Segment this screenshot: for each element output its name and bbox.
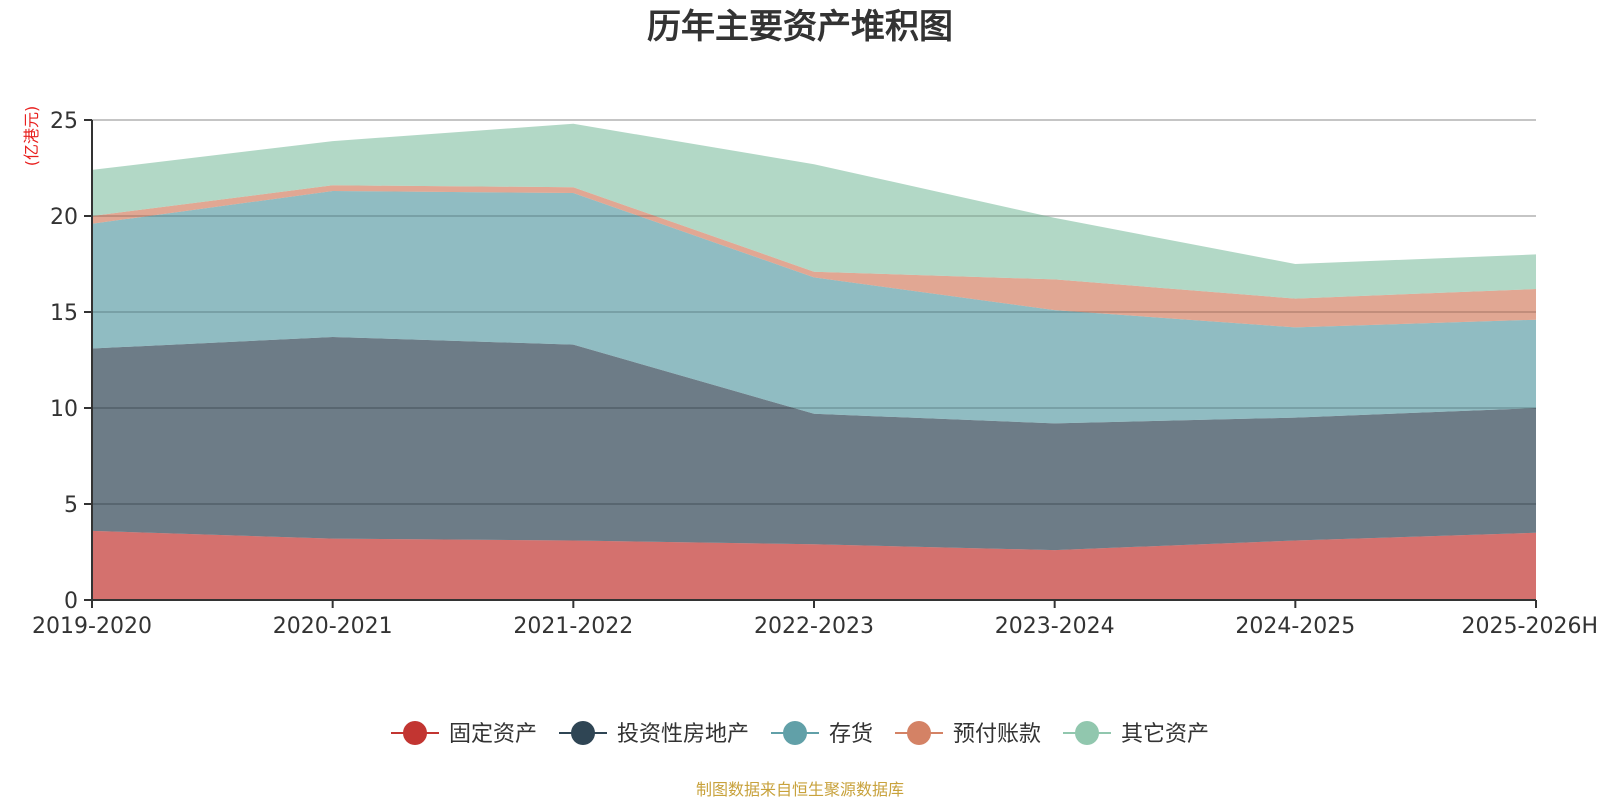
x-tick-label: 2020-2021	[273, 614, 393, 639]
legend-item-投资性房地产[interactable]: 投资性房地产	[559, 721, 749, 747]
area-存货	[92, 191, 1536, 424]
area-投资性房地产	[92, 337, 1536, 551]
legend-label: 存货	[829, 722, 873, 747]
area-预付账款	[92, 185, 1536, 328]
legend-item-预付账款[interactable]: 预付账款	[895, 721, 1041, 747]
legend-item-其它资产[interactable]: 其它资产	[1063, 721, 1209, 747]
legend-marker	[907, 721, 931, 745]
area-其它资产	[92, 123, 1536, 299]
legend-item-固定资产[interactable]: 固定资产	[391, 721, 537, 747]
y-tick-label: 0	[64, 589, 78, 614]
y-tick-label: 5	[64, 493, 78, 518]
x-tick-label: 2025-2026H	[1462, 614, 1598, 639]
area-固定资产	[92, 530, 1536, 600]
y-tick-label: 20	[50, 205, 78, 230]
y-tick-label: 10	[50, 397, 78, 422]
legend-label: 投资性房地产	[617, 722, 749, 747]
x-tick-label: 2022-2023	[754, 614, 874, 639]
legend-label: 预付账款	[953, 722, 1041, 747]
x-tick-label: 2024-2025	[1235, 614, 1355, 639]
legend-label: 固定资产	[449, 722, 537, 747]
y-tick-label: 25	[50, 109, 78, 134]
legend-marker	[783, 721, 807, 745]
chart-title: 历年主要资产堆积图	[647, 7, 953, 47]
legend-marker	[403, 721, 427, 745]
source-note: 制图数据来自恒生聚源数据库	[696, 780, 904, 799]
legend-label: 其它资产	[1121, 722, 1209, 747]
x-tick-label: 2019-2020	[32, 614, 152, 639]
y-tick-label: 15	[50, 301, 78, 326]
y-axis-unit-label: (亿港元)	[22, 106, 41, 167]
legend[interactable]: 固定资产 投资性房地产 存货 预付账款 其它资产	[391, 721, 1209, 747]
axes: 0 5 10 15 20 25 2019-2020 2020-2021 2021-2022 202…	[32, 109, 1598, 639]
x-tick-label: 2023-2024	[995, 614, 1115, 639]
grid-overlay	[92, 119, 1536, 505]
area-series	[92, 119, 1536, 600]
x-tick-label: 2021-2022	[513, 614, 633, 639]
legend-marker	[1075, 721, 1099, 745]
legend-marker	[571, 721, 595, 745]
legend-item-存货[interactable]: 存货	[771, 721, 873, 747]
